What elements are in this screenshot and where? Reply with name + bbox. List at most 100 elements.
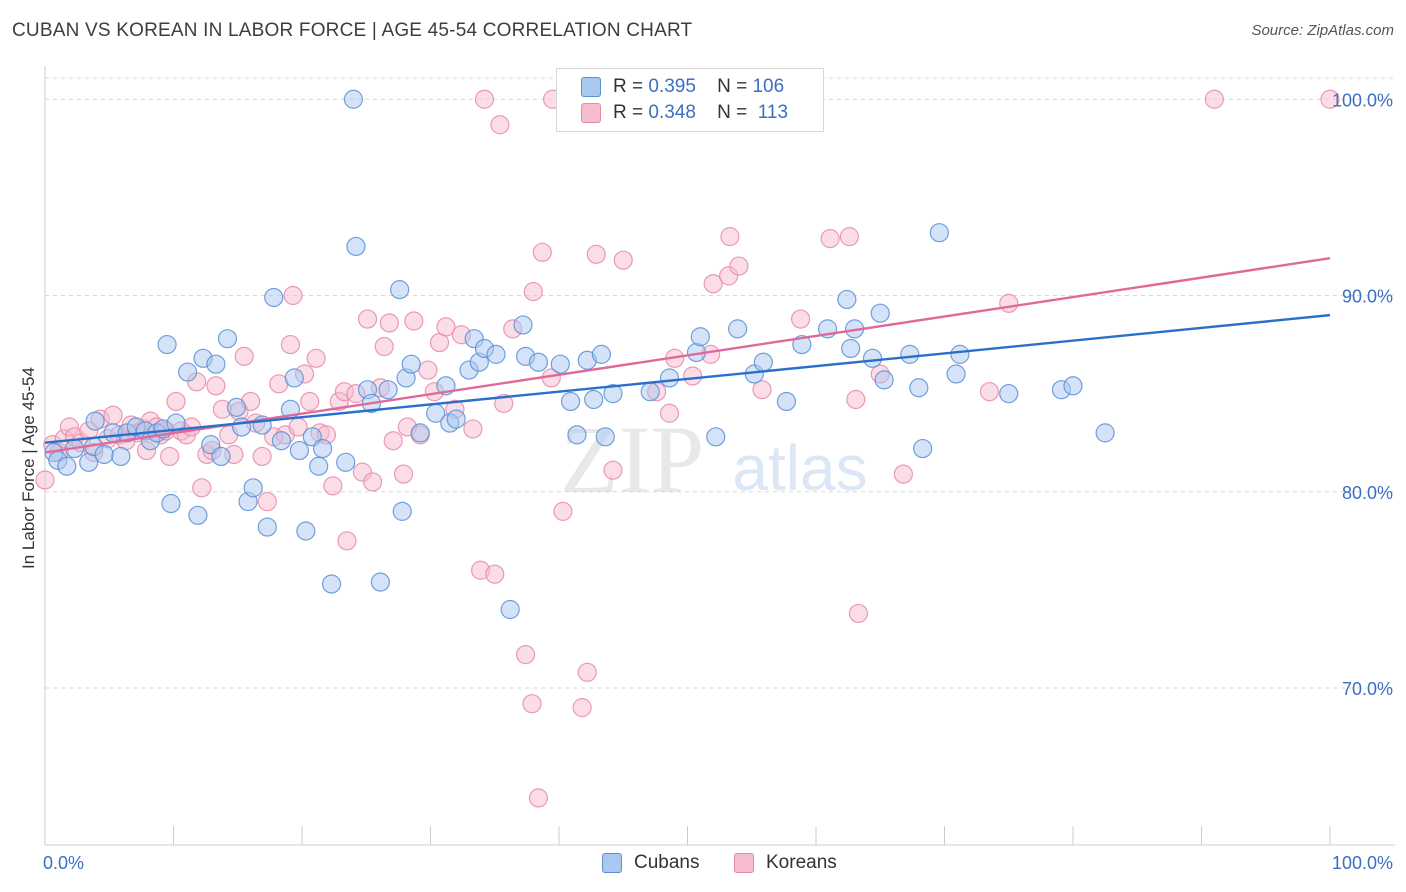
korean-point [103,405,123,425]
cuban-point [640,382,660,402]
cuban-point [1063,376,1083,396]
cuban-point [862,348,883,368]
korean-point [192,478,212,498]
korean-point [839,227,860,247]
cuban-point [161,493,181,514]
korean-point [379,313,399,333]
cuban-point [392,501,412,521]
korean-point [703,274,723,294]
source-label: Source: ZipAtlas.com [1251,22,1394,39]
cuban-point [792,334,812,355]
korean-point [752,380,772,400]
cuban-point [390,280,410,300]
korean-point [523,281,543,302]
cuban-point [500,599,520,620]
cuban-point [257,517,277,537]
legend-row-koreans: R = 0.348 N = 113 [581,101,788,125]
legend-n-value-koreans: 113 [757,102,789,123]
korean-point [572,698,592,718]
cubans-trend-line [44,313,1331,444]
legend-n-label: N = [717,102,748,123]
korean-point [234,346,254,366]
cuban-point [57,456,77,476]
korean-point [300,391,320,412]
korean-point [280,334,301,355]
korean-point [515,645,536,665]
cuban-point [296,521,316,541]
legend-label-koreans: Koreans [766,852,837,873]
cuban-point [929,223,949,243]
watermark-zip: ZIP [560,406,704,513]
cuban-point [776,391,797,412]
cuban-point [94,444,114,465]
korean-point [553,501,573,521]
cuban-point [309,456,329,476]
cuban-point [560,391,581,412]
legend-r-label: R = [613,76,644,97]
korean-point [1204,89,1224,109]
legend-item-koreans: Koreans [734,852,837,874]
cuban-point [312,438,333,459]
cuban-point [728,319,748,339]
cuban-point [1095,423,1115,443]
legend-r-value-cubans: 0.395 [648,76,696,97]
korean-point [160,446,180,467]
cuban-point [111,446,131,467]
cuban-point [85,411,105,431]
cubans-points [44,89,1115,620]
korean-point [979,382,1000,402]
cuban-point [909,378,929,398]
x-tick-label-max: 100.0% [1332,853,1393,873]
korean-point [846,389,866,410]
korean-point [528,788,549,808]
korean-point [436,317,456,337]
cuban-point [206,354,226,374]
korean-point [720,227,740,247]
korean-point [357,309,378,329]
koreans-legend-swatch [734,853,754,873]
cuban-point [584,389,604,410]
cuban-point [513,315,533,335]
cuban-point [264,287,284,308]
korean-point [820,228,840,249]
korean-point [474,89,495,109]
korean-point [577,662,597,682]
cuban-point [999,384,1019,404]
cuban-point [217,329,238,349]
korean-point [1320,89,1340,109]
cuban-point [370,572,390,592]
cuban-point [211,446,231,467]
legend-item-cubans: Cubans [602,852,700,874]
trend-lines [44,257,1331,454]
axes [44,66,1395,846]
korean-point [393,464,414,484]
korean-point [404,311,424,331]
korean-point [383,431,403,451]
cubans-swatch [581,77,601,97]
legend-row-cubans: R = 0.395 N = 106 [581,75,784,99]
watermark-atlas: atlas [732,432,867,504]
cuban-point [401,354,421,374]
cuban-point [243,478,263,498]
chart-title: CUBAN VS KOREAN IN LABOR FORCE | AGE 45-… [12,20,693,41]
cuban-point [378,380,398,400]
cuban-point [874,370,894,390]
cuban-point [289,440,310,461]
korean-point [206,376,226,396]
cuban-point [913,438,933,459]
cuban-point [900,344,920,364]
cuban-point [753,352,773,372]
cuban-point [603,384,623,404]
korean-point [586,244,606,264]
korean-point [532,242,552,262]
y-tick-label: 70.0% [1342,679,1393,699]
korean-point [613,250,633,270]
korean-point [257,491,277,512]
korean-point [166,391,186,412]
korean-point [374,336,394,357]
cuban-point [321,574,342,594]
korean-point [306,348,326,368]
korean-point [252,446,272,467]
korean-point [35,470,55,490]
